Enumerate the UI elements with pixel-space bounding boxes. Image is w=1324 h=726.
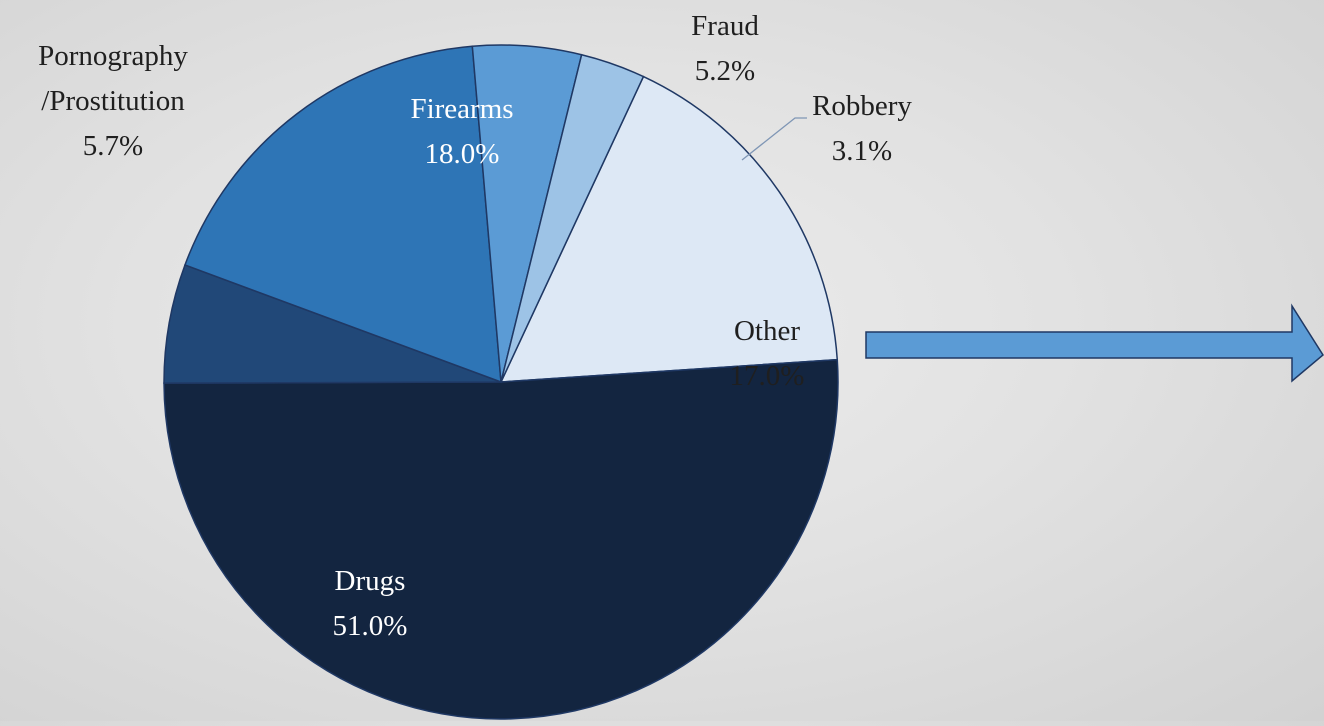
slice-value-label: 17.0% bbox=[730, 360, 805, 392]
slice-value-label: 5.7% bbox=[83, 130, 143, 162]
slices-layer bbox=[163, 44, 839, 720]
pie-slice-robbery bbox=[500, 53, 645, 383]
slice-value-label: 5.2% bbox=[695, 55, 755, 87]
slice-label-fraud: Fraud 5.2% bbox=[691, 10, 759, 87]
slice-category-label: Other bbox=[734, 315, 800, 347]
slice-label-other: Other 17.0% bbox=[730, 315, 805, 392]
pie-slice-drugs bbox=[163, 358, 839, 720]
slice-category-label: Robbery bbox=[812, 90, 912, 122]
slice-category-label: Drugs bbox=[335, 565, 406, 597]
slice-category-label: Pornography bbox=[38, 40, 188, 72]
slice-value-label: 51.0% bbox=[333, 610, 408, 642]
pie-slice-firearms bbox=[184, 45, 502, 384]
slice-category-label: /Prostitution bbox=[41, 85, 185, 117]
slice-category-label: Fraud bbox=[691, 10, 759, 42]
slice-category-label: Firearms bbox=[410, 93, 513, 125]
right-arrow-icon bbox=[865, 303, 1324, 383]
slice-label-drugs: Drugs 51.0% bbox=[333, 565, 408, 642]
labels-layer: Other 17.0% Drugs 51.0% Pornography/Prostitu… bbox=[38, 10, 912, 642]
slice-label-robbery: Robbery 3.1% bbox=[812, 90, 912, 167]
slice-label-firearms: Firearms 18.0% bbox=[410, 93, 513, 170]
slice-value-label: 18.0% bbox=[425, 138, 500, 170]
slice-label-pornography-prostitution: Pornography/Prostitution 5.7% bbox=[38, 40, 188, 162]
leader-lines bbox=[741, 117, 807, 161]
pie-slice-other bbox=[499, 75, 839, 383]
robbery-leader-line bbox=[741, 117, 807, 161]
slice-value-label: 3.1% bbox=[832, 135, 892, 167]
